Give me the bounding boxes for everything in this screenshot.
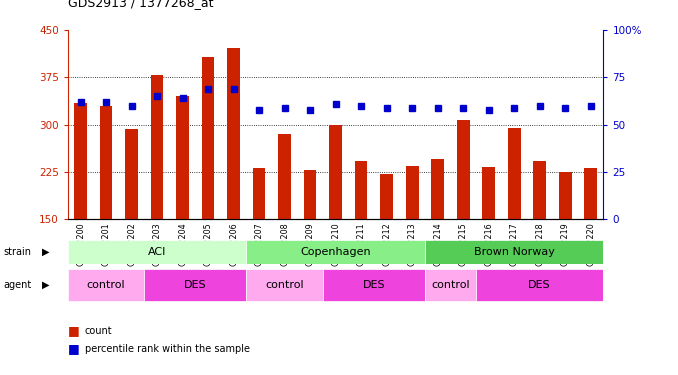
Bar (151, 75, 163, 219)
Bar (405, 166, 418, 219)
Bar (144, 269, 246, 301)
Text: percentile rank within the sample: percentile rank within the sample (85, 344, 250, 354)
Bar (100, 106, 113, 219)
Bar (125, 129, 138, 219)
Bar (253, 168, 266, 219)
Text: control: control (265, 280, 304, 290)
Bar (246, 269, 323, 301)
Bar (323, 269, 425, 301)
Bar (246, 240, 425, 264)
Bar (559, 172, 572, 219)
Bar (457, 120, 469, 219)
Bar (202, 57, 214, 219)
Bar (584, 168, 597, 219)
Bar (425, 269, 476, 301)
Bar (304, 170, 317, 219)
Bar (425, 240, 603, 264)
Bar (176, 96, 189, 219)
Bar (68, 269, 144, 301)
Bar (227, 48, 240, 219)
Text: ▶: ▶ (42, 247, 49, 257)
Bar (482, 167, 495, 219)
Text: GDS2913 / 1377268_at: GDS2913 / 1377268_at (68, 0, 214, 9)
Bar (355, 160, 367, 219)
Text: DES: DES (528, 280, 551, 290)
Bar (476, 269, 603, 301)
Text: count: count (85, 326, 113, 336)
Text: agent: agent (3, 280, 32, 290)
Text: Copenhagen: Copenhagen (300, 247, 371, 257)
Text: DES: DES (363, 280, 385, 290)
Text: strain: strain (3, 247, 31, 257)
Bar (68, 240, 246, 264)
Text: ■: ■ (68, 324, 79, 337)
Bar (534, 160, 546, 219)
Bar (330, 125, 342, 219)
Text: control: control (87, 280, 125, 290)
Bar (431, 159, 444, 219)
Bar (278, 134, 291, 219)
Text: ■: ■ (68, 342, 79, 355)
Text: ▶: ▶ (42, 280, 49, 290)
Bar (380, 174, 393, 219)
Bar (74, 103, 87, 219)
Text: DES: DES (184, 280, 207, 290)
Bar (508, 129, 521, 219)
Text: Brown Norway: Brown Norway (474, 247, 555, 257)
Text: ACI: ACI (148, 247, 166, 257)
Text: control: control (431, 280, 470, 290)
